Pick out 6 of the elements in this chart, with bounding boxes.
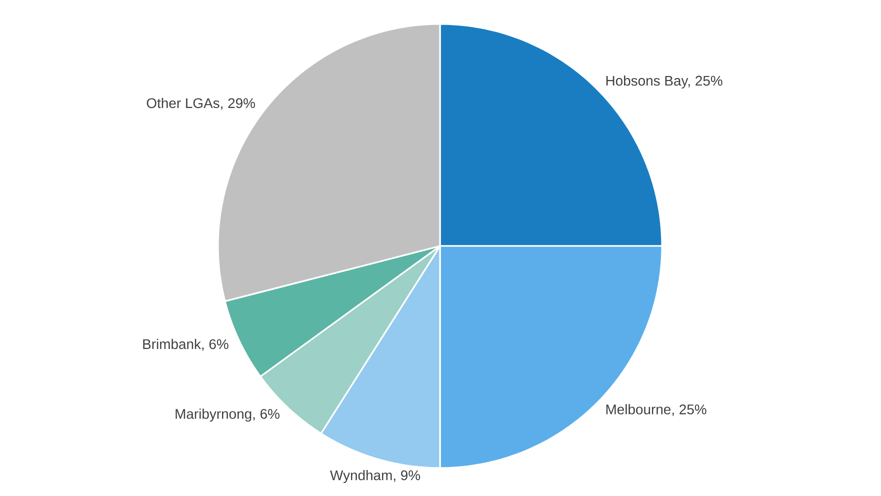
slice-label: Brimbank, 6%: [143, 338, 228, 351]
slice-label: Maribyrnong, 6%: [176, 408, 280, 422]
slice-label: Hobsons Bay, 25%: [606, 75, 722, 88]
slice-label: Melbourne, 25%: [606, 404, 706, 416]
slice-label: Other LGAs, 29%: [146, 98, 255, 110]
slice-label: Wyndham, 9%: [330, 470, 420, 483]
